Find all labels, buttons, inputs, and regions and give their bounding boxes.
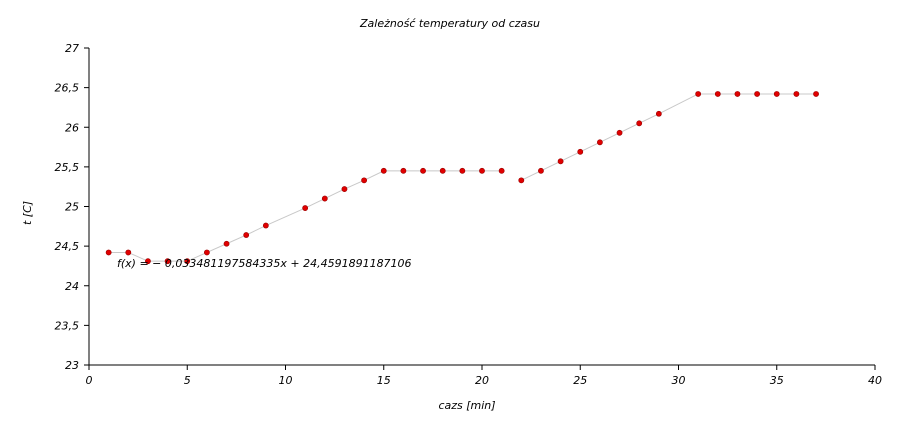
x-tick-label: 10 <box>279 374 293 387</box>
data-point <box>380 167 387 174</box>
y-tick-label: 26,5 <box>55 82 80 95</box>
data-point <box>695 91 702 97</box>
data-point <box>243 232 250 238</box>
data-point <box>793 91 800 97</box>
data-point <box>184 258 191 265</box>
data-point <box>203 249 210 256</box>
data-point <box>361 177 367 184</box>
series-line <box>108 170 502 262</box>
data-point <box>636 120 643 127</box>
data-point <box>577 148 584 155</box>
data-point <box>223 240 230 247</box>
x-tick-label: 30 <box>672 374 686 387</box>
data-point <box>773 91 780 97</box>
y-axis-label: t [C] <box>21 201 34 225</box>
data-point <box>498 167 505 174</box>
y-tick-label: 27 <box>65 42 79 55</box>
x-tick-label: 35 <box>770 374 784 387</box>
y-tick-label: 23 <box>65 359 79 372</box>
series-line <box>521 93 817 181</box>
x-tick-label: 15 <box>377 374 391 387</box>
regression-equation: f(x) = − 0,033481197584335x + 24,4591891… <box>117 257 412 270</box>
data-point <box>754 91 760 97</box>
data-point <box>321 195 328 202</box>
data-point <box>125 249 132 256</box>
data-point <box>341 186 348 192</box>
x-tick-label: 5 <box>184 374 191 387</box>
data-point <box>557 158 564 165</box>
y-tick-label: 24,5 <box>55 240 80 253</box>
data-point <box>105 249 112 256</box>
data-point <box>655 110 662 117</box>
y-tick-label: 26 <box>65 121 79 134</box>
y-tick-label: 25,5 <box>55 161 80 174</box>
data-point <box>538 167 544 174</box>
plot-area: 0 5 10 15 20 25 30 35 40 23 23,5 24 24,5 25 25,5 26 26,5… <box>55 42 883 387</box>
data-point <box>479 167 485 174</box>
x-tick-label: 25 <box>573 374 587 387</box>
chart-title: Zależność temperatury od czasu <box>359 17 540 30</box>
y-tick-label: 25 <box>65 201 79 214</box>
data-point <box>420 167 426 174</box>
y-tick-label: 23,5 <box>55 319 80 332</box>
x-axis-label: cazs [min] <box>438 399 495 412</box>
data-point <box>439 167 446 174</box>
data-point <box>459 167 466 174</box>
data-point <box>597 139 603 146</box>
data-point <box>262 222 269 229</box>
x-tick-label: 40 <box>868 374 882 387</box>
data-point <box>145 258 151 265</box>
x-tick-label: 20 <box>475 374 489 387</box>
data-point <box>714 91 721 97</box>
data-point <box>734 91 741 97</box>
data-point <box>302 205 309 211</box>
x-tick-label: 0 <box>86 374 93 387</box>
data-point <box>518 177 525 184</box>
data-point <box>813 91 819 97</box>
y-tick-label: 24 <box>65 280 79 293</box>
data-point <box>164 258 171 265</box>
data-point <box>616 129 623 136</box>
data-point <box>400 167 407 174</box>
